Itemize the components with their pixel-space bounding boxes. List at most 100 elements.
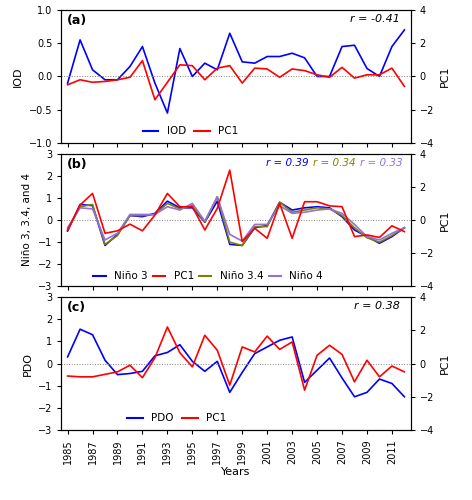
- PC1: [189, 62, 195, 68]
- Niño 3.4: [302, 207, 307, 213]
- Niño 4: [239, 238, 245, 244]
- PC1: [102, 372, 108, 378]
- PC1: [77, 202, 83, 208]
- PDO: [140, 368, 145, 374]
- Niño 3: [377, 240, 382, 246]
- Line: IOD: IOD: [67, 30, 405, 113]
- PDO: [65, 354, 70, 360]
- PC1: [102, 78, 108, 84]
- Niño 3.4: [189, 202, 195, 208]
- IOD: [289, 50, 295, 56]
- Niño 3: [252, 225, 258, 231]
- IOD: [402, 27, 407, 33]
- PC1: [327, 74, 332, 80]
- IOD: [165, 110, 170, 116]
- IOD: [127, 64, 133, 70]
- PC1: [177, 204, 183, 210]
- PDO: [352, 394, 357, 400]
- PC1: [352, 379, 357, 385]
- Niño 4: [302, 209, 307, 215]
- Niño 3.4: [277, 200, 282, 205]
- PC1: [115, 228, 120, 234]
- PC1: [277, 346, 282, 352]
- PC1: [140, 374, 145, 380]
- PC1: [264, 333, 270, 339]
- PC1: [402, 228, 407, 234]
- PC1: [202, 227, 208, 233]
- IOD: [90, 67, 95, 73]
- PDO: [102, 357, 108, 363]
- PC1: [102, 230, 108, 236]
- Y-axis label: PC1: PC1: [439, 66, 450, 87]
- Niño 4: [252, 222, 258, 228]
- IOD: [77, 37, 83, 43]
- Niño 3.4: [202, 219, 208, 225]
- PC1: [152, 96, 158, 102]
- PC1: [264, 66, 270, 72]
- PC1: [364, 72, 370, 78]
- Text: (b): (b): [67, 158, 87, 170]
- PC1: [127, 362, 133, 368]
- Niño 4: [352, 222, 357, 228]
- Niño 3: [90, 202, 95, 208]
- Niño 3: [289, 207, 295, 213]
- Niño 3: [189, 205, 195, 211]
- PC1: [289, 66, 295, 72]
- Niño 4: [377, 237, 382, 243]
- IOD: [152, 80, 158, 86]
- Niño 3.4: [165, 200, 170, 206]
- Niño 3: [77, 202, 83, 207]
- Niño 3: [65, 228, 70, 234]
- Niño 3: [115, 232, 120, 237]
- PDO: [189, 358, 195, 364]
- PC1: [90, 80, 95, 86]
- PC1: [327, 203, 332, 209]
- PC1: [377, 72, 382, 78]
- PC1: [202, 332, 208, 338]
- Niño 4: [127, 212, 133, 218]
- Niño 3.4: [314, 205, 320, 211]
- Niño 4: [264, 222, 270, 228]
- PC1: [327, 342, 332, 348]
- Line: PDO: PDO: [67, 329, 405, 397]
- PC1: [239, 80, 245, 86]
- PC1: [202, 77, 208, 83]
- PC1: [90, 190, 95, 196]
- Line: Niño 4: Niño 4: [67, 196, 405, 241]
- PC1: [140, 58, 145, 64]
- PC1: [152, 212, 158, 218]
- Niño 4: [214, 194, 220, 200]
- Y-axis label: Niño 3, 3.4, and 4: Niño 3, 3.4, and 4: [22, 174, 33, 266]
- PDO: [377, 376, 382, 382]
- PC1: [214, 65, 220, 71]
- Niño 3: [364, 234, 370, 239]
- Niño 4: [152, 212, 158, 218]
- PDO: [152, 353, 158, 359]
- PC1: [389, 363, 395, 369]
- Text: r = 0.33: r = 0.33: [360, 158, 403, 168]
- Niño 3.4: [90, 202, 95, 207]
- Line: Niño 3: Niño 3: [67, 201, 405, 246]
- PDO: [227, 390, 233, 396]
- Niño 3: [339, 214, 345, 220]
- IOD: [302, 55, 307, 61]
- PC1: [214, 348, 220, 354]
- PC1: [227, 62, 233, 68]
- PDO: [264, 344, 270, 350]
- Niño 4: [189, 200, 195, 206]
- PC1: [314, 72, 320, 78]
- PDO: [364, 390, 370, 396]
- Niño 3: [140, 214, 145, 220]
- IOD: [65, 80, 70, 86]
- PC1: [189, 364, 195, 370]
- PDO: [402, 394, 407, 400]
- PC1: [227, 382, 233, 388]
- PDO: [127, 370, 133, 376]
- Line: PC1: PC1: [67, 60, 405, 100]
- PC1: [352, 75, 357, 81]
- PC1: [302, 68, 307, 73]
- Niño 3: [102, 242, 108, 248]
- PC1: [77, 77, 83, 83]
- Niño 3.4: [252, 224, 258, 230]
- IOD: [264, 54, 270, 60]
